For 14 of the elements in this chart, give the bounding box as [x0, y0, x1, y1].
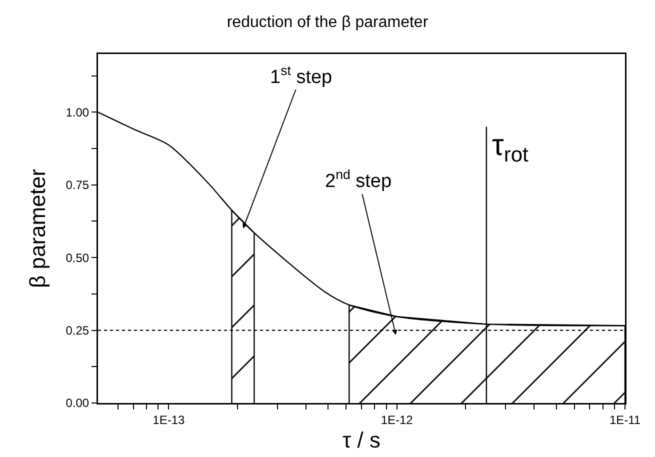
annotation: 1$^{st}$ step: [270, 63, 332, 88]
x-tick-label: 1E-13: [152, 412, 186, 427]
y-axis-title: β parameter: [24, 168, 50, 288]
y-tick-label: 1.00: [66, 105, 90, 120]
chart-title: reduction of the β parameter: [226, 14, 429, 32]
x-tick-label: 1E-11: [609, 412, 641, 427]
x-axis-title: τ / s: [342, 428, 381, 453]
annotation: 2$^{nd}$ step: [325, 167, 392, 192]
x-tick-label: 1E-12: [380, 412, 414, 427]
y-tick-label: 0.25: [66, 323, 90, 338]
series-label: τ$_{rot}$: [492, 129, 529, 166]
y-tick-label: 0.50: [66, 250, 90, 265]
y-tick-label: 0.00: [66, 396, 90, 410]
y-tick-label: 0.75: [66, 178, 90, 192]
